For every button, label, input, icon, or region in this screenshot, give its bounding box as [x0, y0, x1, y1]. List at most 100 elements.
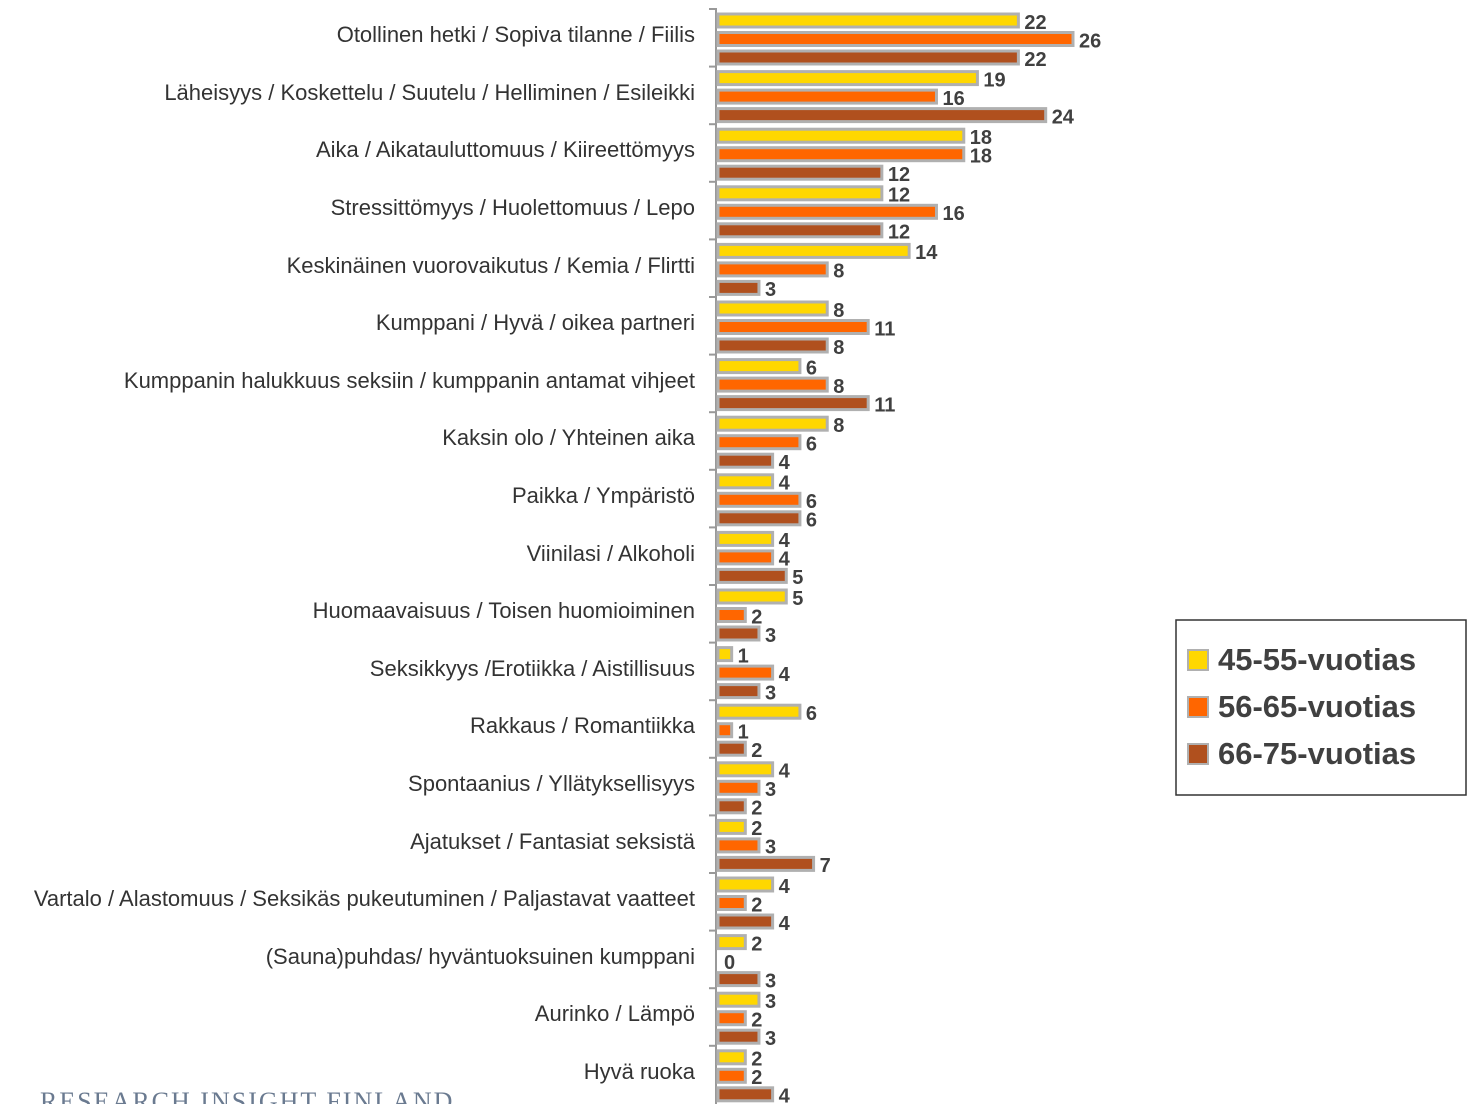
bar [716, 337, 829, 354]
value-label: 8 [833, 300, 844, 322]
category-label: Viinilasi / Alkoholi [526, 540, 695, 566]
category-label-box: Kumppanin halukkuus seksiin / kumppanin … [123, 367, 695, 393]
bar [716, 107, 1048, 124]
value-label: 6 [806, 703, 817, 725]
category-label: Vartalo / Alastomuus / Seksikäs pukeutum… [33, 886, 695, 912]
value-label: 2 [751, 740, 762, 762]
bar [716, 127, 966, 144]
category-label: Paikka / Ympäristö [511, 483, 695, 508]
bar [716, 549, 775, 566]
bar [716, 473, 775, 490]
value-label: 6 [806, 357, 817, 379]
category-label: Aurinko / Lämpö [534, 1001, 695, 1027]
bar [716, 818, 747, 835]
value-label: 19 [983, 69, 1005, 91]
value-label: 1 [738, 645, 749, 667]
category-label-box: Viinilasi / Alkoholi [526, 540, 695, 566]
bar [716, 415, 829, 432]
bar [716, 567, 788, 584]
value-label: 12 [888, 185, 910, 207]
value-label: 6 [806, 510, 817, 532]
bar [716, 837, 761, 854]
bar [716, 203, 938, 220]
category-label-box: Paikka / Ympäristö [511, 483, 695, 508]
value-label: 18 [970, 127, 992, 149]
category-label: Kumppani / Hyvä / oikea partneri [375, 310, 695, 336]
bar [716, 761, 775, 778]
value-label: 11 [874, 318, 895, 340]
bar [716, 779, 761, 796]
value-label: 5 [792, 588, 803, 610]
legend-label: 66-75-vuotias [1218, 736, 1416, 771]
bar [716, 70, 979, 87]
bar [716, 261, 829, 278]
value-label: 3 [765, 279, 776, 301]
value-label: 22 [1024, 12, 1046, 34]
value-label: 2 [751, 933, 762, 955]
value-label: 26 [1079, 30, 1101, 52]
value-label: 12 [888, 222, 910, 244]
category-label-box: Aika / Aikatauluttomuus / Kiireettömyys [316, 137, 695, 162]
category-label-box: (Sauna)puhdas/ hyväntuoksuinen kumppani [266, 944, 695, 969]
value-label: 1 [738, 721, 749, 743]
bar [716, 646, 734, 663]
value-label: 4 [779, 761, 791, 783]
category-label: Seksikkyys /Erotiikka / Aistillisuus [369, 655, 695, 681]
bar [716, 971, 761, 988]
value-label: 0 [724, 952, 735, 974]
value-label: 6 [806, 491, 817, 513]
value-label: 6 [806, 433, 817, 455]
value-label: 3 [765, 1028, 776, 1050]
category-label-box: Ajatukset / Fantasiat seksistä [410, 828, 695, 854]
category-label-box: Aurinko / Lämpö [534, 1001, 695, 1027]
category-label: Otollinen hetki / Sopiva tilanne / Fiili… [336, 22, 695, 48]
bar [716, 395, 870, 412]
category-label: Huomaavaisuus / Toisen huomioiminen [312, 598, 695, 624]
logo-text: RESEARCH INSIGHT FINLAND [40, 1087, 454, 1104]
legend-swatch [1187, 649, 1209, 671]
value-label: 2 [751, 818, 762, 840]
bar [716, 1028, 761, 1045]
bar [716, 510, 802, 527]
value-label: 2 [751, 1049, 762, 1071]
bar [716, 376, 829, 393]
value-label: 8 [833, 415, 844, 437]
value-label: 4 [779, 664, 791, 686]
bar [716, 164, 884, 181]
value-label: 5 [792, 567, 803, 589]
category-label: Ajatukset / Fantasiat seksistä [410, 828, 695, 854]
category-label: Spontaanius / Yllätyksellisyys [408, 771, 695, 796]
bar [716, 722, 734, 739]
value-label: 4 [779, 913, 791, 935]
category-label-box: Spontaanius / Yllätyksellisyys [408, 771, 695, 796]
value-label: 11 [874, 394, 895, 416]
bar [716, 242, 911, 259]
category-label: Rakkaus / Romantiikka [470, 713, 695, 739]
value-label: 3 [765, 970, 776, 992]
legend-swatch [1187, 696, 1209, 718]
value-label: 22 [1024, 49, 1046, 71]
category-label-box: Seksikkyys /Erotiikka / Aistillisuus [369, 655, 695, 681]
category-label-box: Huomaavaisuus / Toisen huomioiminen [312, 598, 695, 624]
value-label: 8 [833, 337, 844, 359]
value-label: 2 [751, 1067, 762, 1089]
category-label: Keskinäinen vuorovaikutus / Kemia / Flir… [286, 252, 695, 278]
value-label: 4 [779, 1086, 791, 1104]
bar [716, 319, 870, 335]
category-label-box: Stressittömyys / Huolettomuus / Lepo [331, 195, 695, 220]
bar [716, 607, 747, 623]
bar [716, 895, 747, 911]
category-label: Kumppanin halukkuus seksiin / kumppanin … [123, 367, 695, 393]
bar [716, 434, 802, 451]
value-label: 3 [765, 625, 776, 647]
bar [716, 185, 884, 202]
bar [716, 31, 1075, 47]
value-label: 16 [942, 203, 964, 225]
bar [716, 798, 747, 815]
legend-label: 56-65-vuotias [1218, 689, 1416, 724]
bar [716, 146, 966, 163]
bar [716, 855, 816, 872]
bar [716, 625, 761, 642]
value-label: 2 [751, 606, 762, 628]
